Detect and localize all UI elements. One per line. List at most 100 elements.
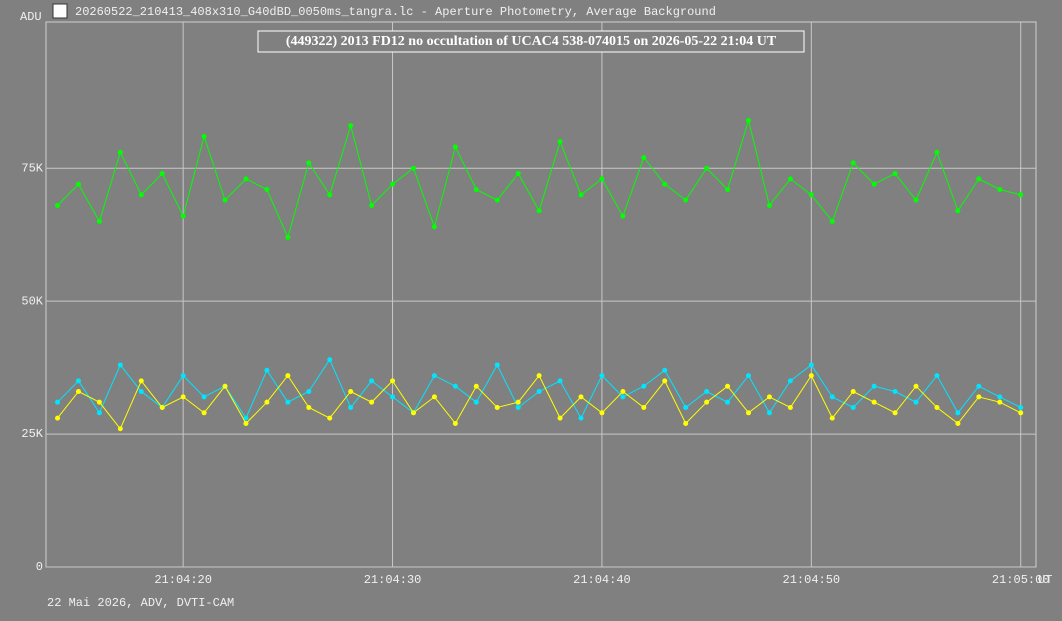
x-tick-label: 21:04:40 [573,573,631,587]
data-point [285,234,291,240]
data-point [159,404,165,410]
data-point [264,399,270,405]
data-point [452,383,458,389]
data-point [348,123,354,129]
data-point [201,133,207,139]
data-point [75,181,81,187]
data-point [766,410,772,416]
y-tick-label: 0 [36,560,43,574]
footer: 22 Mai 2026, ADV, DVTI-CAM [47,596,234,610]
data-point [201,394,207,400]
x-axis-label: UT [1038,573,1052,587]
data-point [704,399,710,405]
data-point [201,410,207,416]
data-point [620,389,626,395]
y-tick-label: 50K [21,294,43,308]
data-point [683,404,689,410]
data-point [306,389,312,395]
data-point [746,117,752,123]
data-point [620,394,626,400]
data-point [850,404,856,410]
data-point [976,383,982,389]
y-tick-label: 25K [21,427,43,441]
data-point [892,389,898,395]
data-point [494,362,500,368]
data-point [725,399,731,405]
data-point [913,399,919,405]
data-point [599,410,605,416]
data-point [641,155,647,161]
data-point [180,373,186,379]
data-point [976,394,982,400]
data-point [787,404,793,410]
data-point [746,410,752,416]
data-point [871,181,877,187]
data-point [892,410,898,416]
data-point [515,399,521,405]
data-point [473,383,479,389]
data-point [808,373,814,379]
title-box [257,30,805,53]
data-point [285,399,291,405]
data-point [306,160,312,166]
data-point [243,176,249,182]
data-point [431,224,437,230]
data-point [327,415,333,421]
data-point [829,394,835,400]
data-point [557,139,563,145]
data-point [327,357,333,363]
data-point [138,192,144,198]
data-point [871,383,877,389]
data-point [997,186,1003,192]
data-point [369,399,375,405]
data-point [222,197,228,203]
data-point [348,404,354,410]
data-point [306,404,312,410]
data-point [829,415,835,421]
data-point [243,415,249,421]
y-tick-label: 75K [21,161,43,175]
data-point [997,399,1003,405]
data-point [243,420,249,426]
data-point [871,399,877,405]
data-point [117,426,123,432]
data-point [892,171,898,177]
data-point [390,378,396,384]
window-title: 20260522_210413_408x310_G40dBD_0050ms_ta… [75,5,716,19]
marks [55,117,1024,432]
data-point [934,373,940,379]
data-point [452,144,458,150]
x-tick-label: 21:04:30 [364,573,422,587]
data-point [410,410,416,416]
data-point [473,399,479,405]
app-icon [52,3,68,19]
data-point [264,186,270,192]
data-point [997,394,1003,400]
data-point [348,389,354,395]
data-point [704,165,710,171]
data-point [369,378,375,384]
data-point [578,394,584,400]
data-point [599,176,605,182]
data-point [662,181,668,187]
data-point [117,362,123,368]
data-point [431,394,437,400]
data-point [473,186,479,192]
data-point [934,149,940,155]
grid [46,22,1036,568]
data-point [1018,410,1024,416]
data-point [913,383,919,389]
data-point [557,378,563,384]
data-point [264,367,270,373]
data-point [180,213,186,219]
data-point [390,394,396,400]
data-point [704,389,710,395]
data-point [725,383,731,389]
data-point [515,404,521,410]
data-point [955,410,961,416]
data-point [850,160,856,166]
data-point [766,202,772,208]
data-point [536,373,542,379]
